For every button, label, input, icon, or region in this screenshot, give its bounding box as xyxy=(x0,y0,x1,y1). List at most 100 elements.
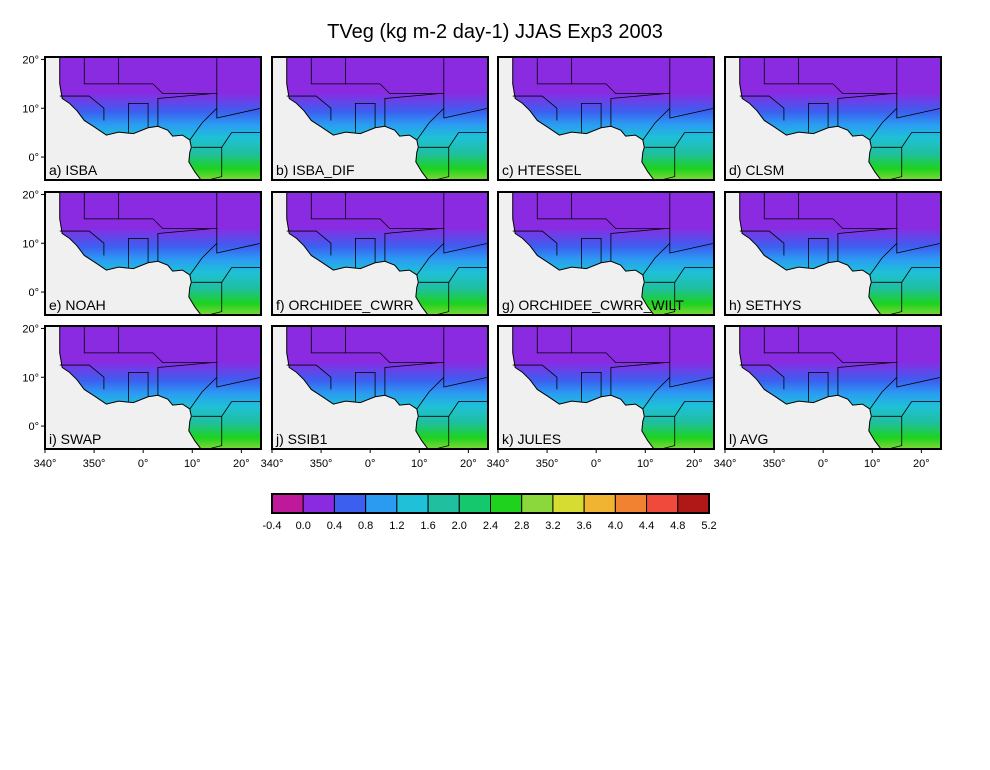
lat-tick-label: 20° xyxy=(22,323,39,335)
panel-label: i) SWAP xyxy=(49,431,101,447)
border xyxy=(798,352,941,388)
lat-tick-label: 0° xyxy=(28,152,39,164)
colorbar-box xyxy=(677,493,710,514)
panel-label: l) AVG xyxy=(729,431,768,447)
border xyxy=(384,362,439,396)
panel-frame xyxy=(271,191,489,316)
colorbar-label: 4.4 xyxy=(639,520,654,532)
border xyxy=(384,93,439,127)
border xyxy=(610,228,665,262)
border xyxy=(571,218,714,254)
land xyxy=(512,192,714,315)
lon-tick-label: 10° xyxy=(637,458,654,470)
border xyxy=(642,242,671,276)
panel-frame xyxy=(724,191,942,316)
border xyxy=(419,267,488,283)
border xyxy=(869,376,898,410)
border xyxy=(59,230,105,256)
border xyxy=(157,362,212,396)
colorbar-label: 4.0 xyxy=(608,520,623,532)
border xyxy=(642,107,671,141)
border xyxy=(581,237,602,268)
map-panel xyxy=(272,57,488,180)
land xyxy=(59,57,261,180)
border xyxy=(118,218,261,254)
border xyxy=(808,102,829,133)
border xyxy=(642,376,671,410)
panel-label: b) ISBA_DIF xyxy=(276,162,355,178)
map-panel xyxy=(725,192,941,315)
lat-tick-label: 10° xyxy=(22,372,39,384)
colorbar-label: 1.2 xyxy=(389,520,404,532)
border xyxy=(645,401,714,417)
lat-tick-label: 20° xyxy=(22,54,39,66)
lat-tick-label: 0° xyxy=(28,287,39,299)
border xyxy=(83,326,120,354)
border xyxy=(128,237,149,268)
border xyxy=(512,95,558,121)
panel-label: e) NOAH xyxy=(49,297,106,313)
border xyxy=(286,230,332,256)
border xyxy=(286,95,332,121)
lon-tick-label: 350° xyxy=(536,458,559,470)
lon-tick-label: 20° xyxy=(460,458,477,470)
land xyxy=(286,57,488,180)
border xyxy=(416,376,445,410)
panel-frame xyxy=(271,325,489,450)
land xyxy=(739,326,941,449)
border xyxy=(192,267,261,283)
land xyxy=(59,192,261,315)
border xyxy=(192,132,261,148)
land xyxy=(512,57,714,180)
colorbar-box xyxy=(614,493,648,514)
panel-frame xyxy=(724,56,942,181)
border xyxy=(310,326,347,354)
panel-frame xyxy=(497,56,715,181)
colorbar-label: 3.2 xyxy=(545,520,560,532)
border xyxy=(869,107,898,141)
border xyxy=(808,371,829,402)
panel-label: c) HTESSEL xyxy=(502,162,582,178)
border xyxy=(128,102,149,133)
land xyxy=(512,326,714,449)
border xyxy=(571,352,714,388)
border xyxy=(416,242,445,276)
panel-frame xyxy=(44,56,262,181)
border xyxy=(645,267,714,283)
border xyxy=(59,364,105,390)
border xyxy=(512,364,558,390)
border xyxy=(610,93,665,127)
colorbar-label: 2.0 xyxy=(452,520,467,532)
colorbar-label: 0.0 xyxy=(296,520,311,532)
border xyxy=(739,230,785,256)
land xyxy=(59,326,261,449)
border xyxy=(189,242,218,276)
border xyxy=(192,401,261,417)
border xyxy=(157,228,212,262)
border xyxy=(189,107,218,141)
border xyxy=(837,228,892,262)
border xyxy=(837,362,892,396)
border xyxy=(128,371,149,402)
border xyxy=(798,83,941,119)
lon-tick-label: 20° xyxy=(913,458,930,470)
lat-tick-label: 20° xyxy=(22,189,39,201)
lon-tick-label: 20° xyxy=(233,458,250,470)
border xyxy=(157,93,212,127)
border xyxy=(571,83,714,119)
colorbar-box xyxy=(302,493,335,514)
colorbar-label: 0.8 xyxy=(358,520,373,532)
colorbar-label: -0.4 xyxy=(263,520,282,532)
land xyxy=(739,192,941,315)
border xyxy=(419,132,488,148)
border xyxy=(310,57,347,85)
lon-tick-label: 350° xyxy=(763,458,786,470)
border xyxy=(808,237,829,268)
panel-label: k) JULES xyxy=(502,431,561,447)
border xyxy=(310,192,347,220)
border xyxy=(59,95,105,121)
border xyxy=(419,401,488,417)
colorbar-box xyxy=(365,493,398,514)
border xyxy=(837,93,892,127)
